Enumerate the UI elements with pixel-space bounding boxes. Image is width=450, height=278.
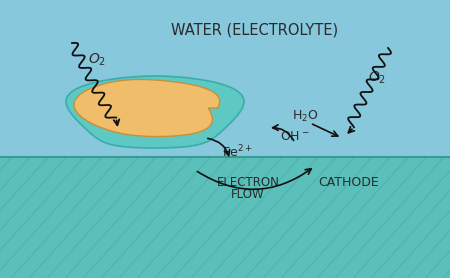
Bar [0, 157, 450, 278]
Polygon shape [66, 76, 244, 148]
Text: FLOW: FLOW [231, 187, 265, 200]
Text: OH$^-$: OH$^-$ [280, 130, 310, 143]
Text: ELECTRON: ELECTRON [216, 175, 279, 188]
Text: $O_2$: $O_2$ [368, 70, 386, 86]
Text: Fe$^{2+}$: Fe$^{2+}$ [222, 144, 252, 160]
Text: CATHODE: CATHODE [318, 175, 379, 188]
Text: H$_2$O: H$_2$O [292, 108, 319, 123]
Text: Fe(OH)$_2$: Fe(OH)$_2$ [115, 102, 165, 118]
Text: $O_2$: $O_2$ [88, 52, 106, 68]
Polygon shape [74, 80, 220, 136]
Text: ANODE: ANODE [117, 116, 162, 130]
Text: WATER (ELECTROLYTE): WATER (ELECTROLYTE) [171, 23, 338, 38]
